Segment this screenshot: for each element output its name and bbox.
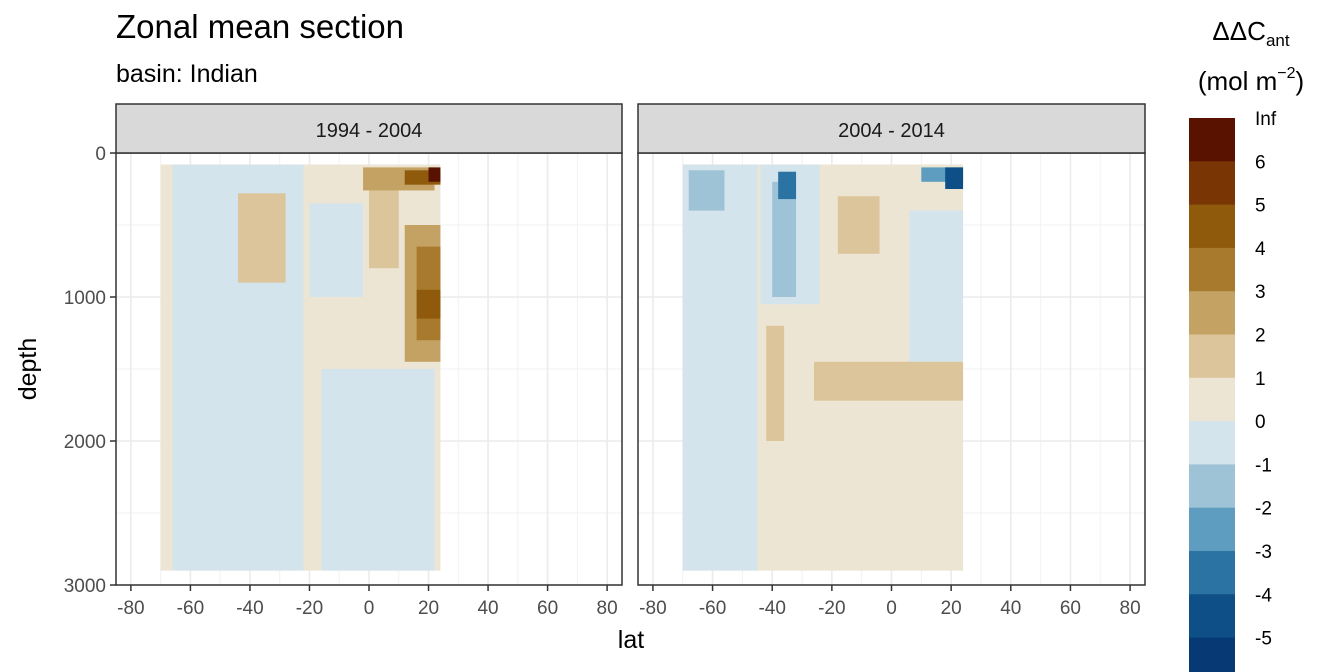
x-tick-label: 80 xyxy=(597,598,618,619)
x-tick-label: -40 xyxy=(236,598,263,619)
legend-key xyxy=(1189,421,1235,465)
axes: lat depth xyxy=(14,338,644,654)
x-axis-title: lat xyxy=(618,626,644,654)
data-region xyxy=(945,167,964,189)
legend-key xyxy=(1189,464,1235,509)
legend-unit: (mol m−2) xyxy=(1198,65,1304,96)
legend-label: 3 xyxy=(1255,282,1266,303)
data-region xyxy=(682,164,758,571)
legend-title: ΔΔCant xyxy=(1212,16,1289,50)
legend-label: Inf xyxy=(1255,109,1277,130)
y-tick-label: 2000 xyxy=(64,432,106,453)
legend-unit-prefix: (mol m xyxy=(1198,66,1277,96)
data-region xyxy=(416,289,441,319)
legend-label: 1 xyxy=(1255,369,1266,390)
data-region xyxy=(778,171,797,200)
facet-strip xyxy=(637,103,1146,154)
legend-key xyxy=(1189,594,1235,639)
y-tick-label: 1000 xyxy=(64,288,106,309)
x-tick-label: 60 xyxy=(1060,598,1081,619)
legend-label: -1 xyxy=(1255,455,1272,476)
legend-key xyxy=(1189,551,1235,595)
data-regions xyxy=(160,164,441,571)
data-region xyxy=(813,361,964,401)
facet-strip-label: 1994 - 2004 xyxy=(316,120,423,142)
facet-panel: 2004 - 2014 -80 -60 -40 -20 0 20 40 60 80 xyxy=(637,103,1146,619)
data-region xyxy=(309,203,364,297)
x-tick-label: 0 xyxy=(886,598,897,619)
facet-strip xyxy=(115,103,623,154)
x-tick-label: -40 xyxy=(758,598,785,619)
data-region xyxy=(321,369,435,571)
legend-label: 2 xyxy=(1255,326,1266,347)
y-tick-label: 0 xyxy=(95,144,106,165)
legend-key xyxy=(1189,507,1235,552)
facet-panel: 1994 - 2004 -80 -60 -40 -20 0 20 40 60 80 0 1000 200… xyxy=(64,103,623,619)
data-region xyxy=(688,170,725,211)
data-region xyxy=(766,325,785,441)
legend-label: -2 xyxy=(1255,499,1272,520)
x-tick-label: 80 xyxy=(1120,598,1141,619)
legend-key xyxy=(1189,161,1235,206)
legend-label: 4 xyxy=(1255,239,1266,260)
legend-label: 6 xyxy=(1255,152,1266,173)
x-tick-label: 40 xyxy=(1000,598,1021,619)
legend-title-sub: ant xyxy=(1266,31,1290,50)
legend-key xyxy=(1189,637,1235,672)
legend-label: 0 xyxy=(1255,412,1266,433)
facet-strip-label: 2004 - 2014 xyxy=(838,120,945,142)
legend-key xyxy=(1189,377,1235,422)
x-tick-label: -80 xyxy=(117,598,144,619)
x-tick-label: -20 xyxy=(296,598,323,619)
x-tick-label: 0 xyxy=(364,598,375,619)
x-tick-label: 20 xyxy=(418,598,439,619)
data-region xyxy=(909,210,964,362)
data-regions xyxy=(682,164,964,571)
legend-label: -3 xyxy=(1255,542,1272,563)
legend-key xyxy=(1189,118,1235,162)
x-tick-label: -80 xyxy=(639,598,666,619)
data-region xyxy=(238,193,286,283)
legend-label: 5 xyxy=(1255,196,1266,217)
legend-key xyxy=(1189,247,1235,292)
data-region xyxy=(428,167,441,182)
legend-keys: Inf 6 5 4 3 2 1 0 -1 -2 -3 -4 -5 xyxy=(1189,109,1277,672)
x-tick-label: -20 xyxy=(818,598,845,619)
chart-subtitle: basin: Indian xyxy=(116,60,258,88)
legend: ΔΔCant (mol m−2) Inf 6 5 4 3 2 1 0 -1 -2 -3 -4 -5 xyxy=(1189,16,1304,672)
data-region xyxy=(837,196,880,254)
x-tick-label: -60 xyxy=(177,598,204,619)
data-region xyxy=(369,184,399,269)
y-axis-title: depth xyxy=(14,338,42,401)
legend-key xyxy=(1189,334,1235,379)
legend-label: -5 xyxy=(1255,629,1272,650)
legend-title-main: ΔΔC xyxy=(1212,16,1266,46)
legend-key xyxy=(1189,204,1235,249)
x-tick-label: 60 xyxy=(537,598,558,619)
legend-unit-exponent: −2 xyxy=(1277,65,1295,82)
legend-label: -4 xyxy=(1255,585,1272,606)
x-tick-label: 20 xyxy=(941,598,962,619)
facet-panels: 1994 - 2004-80 -60 -40 -20 0 20 40 60 8001000200… xyxy=(64,103,1146,619)
data-region xyxy=(772,181,797,297)
legend-unit-suffix: ) xyxy=(1296,66,1305,96)
x-tick-label: 40 xyxy=(477,598,498,619)
chart-title: Zonal mean section xyxy=(116,8,404,45)
y-tick-label: 3000 xyxy=(64,576,106,597)
legend-key xyxy=(1189,291,1235,336)
x-tick-label: -60 xyxy=(699,598,726,619)
